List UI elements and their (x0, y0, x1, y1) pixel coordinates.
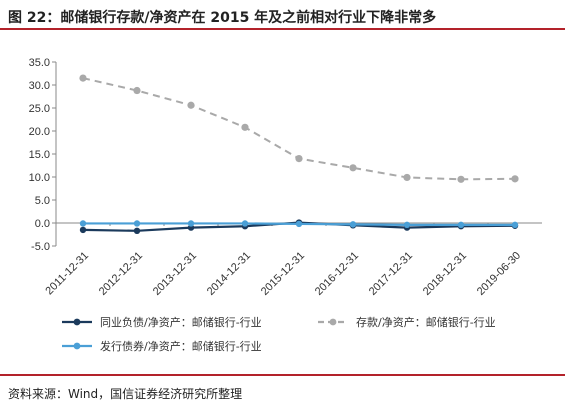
source-note: 资料来源：Wind，国信证券经济研究所整理 (8, 387, 243, 401)
y-tick-label: 20.0 (29, 126, 50, 138)
data-point (79, 74, 87, 82)
y-tick-label: 5.0 (35, 195, 50, 207)
data-point (403, 221, 411, 229)
x-tick-label: 2017-12-31 (367, 250, 415, 298)
data-point (295, 155, 303, 163)
y-tick-label: 35.0 (29, 57, 50, 69)
legend-swatch-marker (73, 342, 81, 350)
data-point (133, 227, 141, 235)
figure-title: 图 22：邮储银行存款/净资产在 2015 年及之前相对行业下降非常多 (8, 10, 437, 26)
data-point (133, 220, 141, 227)
x-tick-label: 2013-12-31 (151, 250, 199, 298)
data-point (511, 221, 519, 229)
series-line (82, 77, 516, 181)
y-tick-label: -5.0 (31, 241, 50, 253)
data-point (79, 226, 87, 234)
data-point (511, 175, 519, 183)
data-point (349, 221, 357, 228)
legend-swatch-marker (73, 318, 81, 326)
x-tick-label: 2019-06-30 (475, 250, 523, 298)
data-point (349, 164, 357, 172)
data-point (457, 221, 465, 229)
x-tick-label: 2014-12-31 (205, 250, 253, 298)
y-tick-label: 30.0 (29, 80, 50, 92)
data-point (403, 173, 411, 182)
x-tick-label: 2018-12-31 (421, 250, 469, 298)
y-tick-label: 15.0 (29, 149, 50, 161)
y-tick-label: 25.0 (29, 103, 50, 115)
legend-swatch-marker (329, 318, 337, 326)
title-bar: 图 22：邮储银行存款/净资产在 2015 年及之前相对行业下降非常多 (0, 0, 565, 30)
data-point (133, 86, 141, 95)
x-tick-label: 2011-12-31 (43, 250, 91, 298)
data-point (241, 123, 249, 131)
source-bar: 资料来源：Wind，国信证券经济研究所整理 (0, 374, 565, 408)
x-tick-label: 2012-12-31 (97, 250, 145, 298)
data-point (241, 220, 249, 227)
data-point (295, 220, 303, 228)
legend-label: 发行债券/净资产：邮储银行-行业 (100, 339, 262, 353)
data-point (457, 175, 465, 183)
x-tick-label: 2015-12-31 (259, 250, 307, 298)
data-point (79, 220, 87, 227)
y-tick-label: 0.0 (35, 218, 50, 230)
data-point (187, 101, 195, 109)
legend-label: 同业负债/净资产：邮储银行-行业 (100, 315, 262, 329)
y-tick-label: 10.0 (29, 172, 50, 184)
x-tick-label: 2016-12-31 (313, 250, 361, 298)
legend-label: 存款/净资产：邮储银行-行业 (356, 315, 496, 329)
data-point (187, 220, 195, 227)
